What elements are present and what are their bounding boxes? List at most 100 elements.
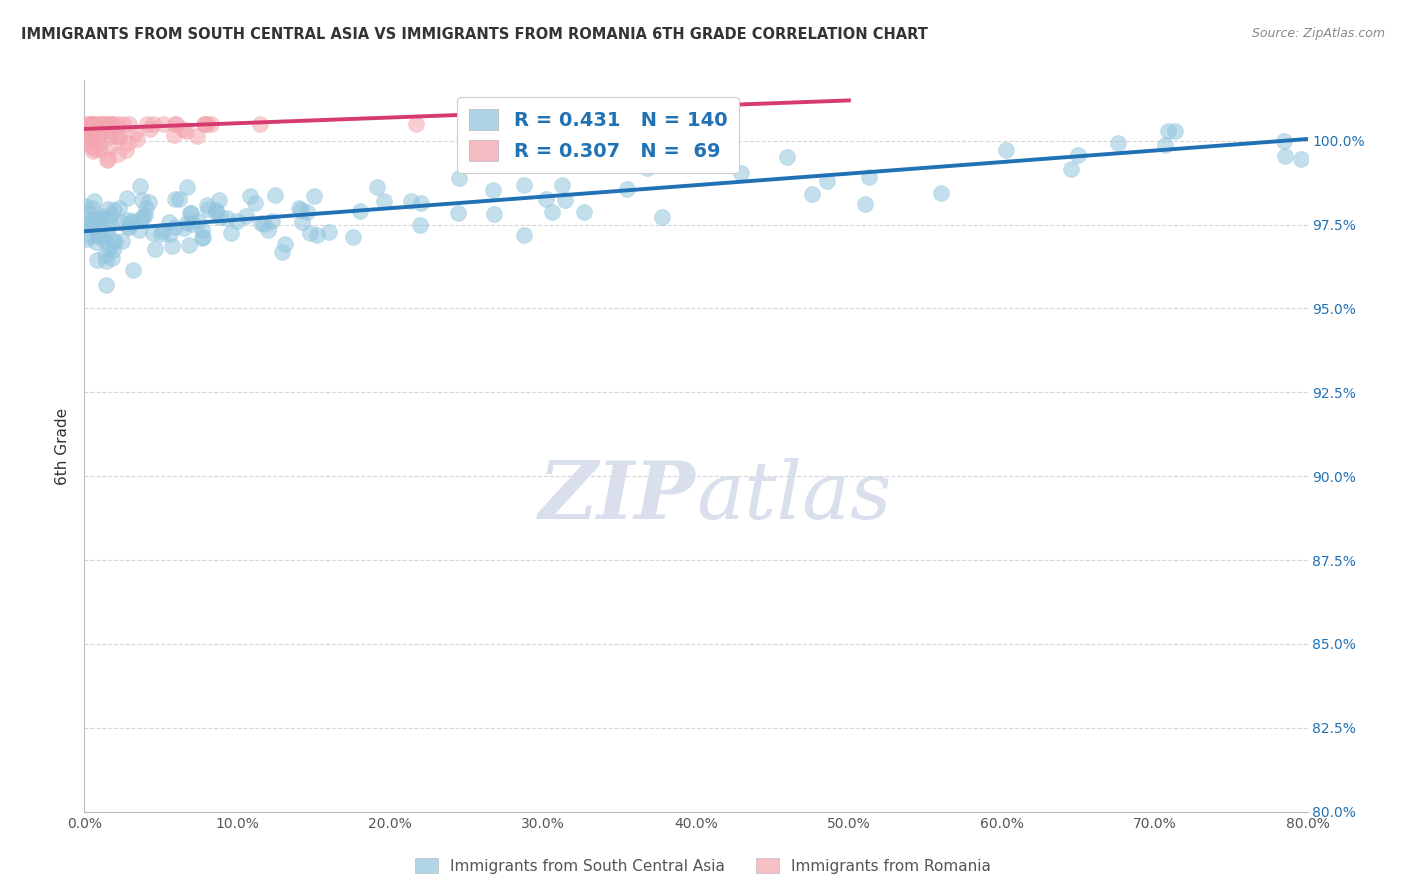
Point bbox=[108, 128, 131, 143]
Point bbox=[83, 212, 105, 227]
Point bbox=[264, 187, 287, 202]
Point bbox=[90, 212, 112, 227]
Point bbox=[75, 199, 97, 213]
Point bbox=[80, 117, 103, 131]
Point bbox=[1107, 136, 1129, 150]
Point bbox=[117, 213, 139, 227]
Point bbox=[112, 117, 135, 131]
Point bbox=[121, 213, 143, 227]
Point bbox=[167, 192, 190, 206]
Point bbox=[349, 204, 371, 219]
Point bbox=[124, 126, 146, 140]
Point bbox=[105, 128, 128, 143]
Point bbox=[1060, 162, 1083, 177]
Point bbox=[508, 117, 530, 131]
Point bbox=[659, 117, 682, 131]
Point bbox=[75, 118, 97, 132]
Point bbox=[273, 237, 295, 252]
Point bbox=[103, 203, 125, 218]
Text: atlas: atlas bbox=[696, 458, 891, 536]
Point bbox=[252, 218, 274, 232]
Point bbox=[97, 152, 120, 166]
Point bbox=[111, 234, 134, 248]
Point bbox=[243, 195, 266, 210]
Point bbox=[76, 215, 98, 229]
Point bbox=[302, 188, 325, 202]
Point bbox=[1272, 135, 1295, 149]
Point bbox=[235, 209, 257, 223]
Point bbox=[96, 227, 118, 241]
Point bbox=[193, 117, 215, 131]
Point bbox=[83, 117, 105, 131]
Point bbox=[540, 205, 562, 219]
Point bbox=[197, 117, 219, 131]
Point bbox=[157, 215, 180, 229]
Point bbox=[131, 193, 153, 207]
Point bbox=[173, 122, 195, 136]
Point bbox=[100, 208, 122, 222]
Point bbox=[366, 180, 388, 194]
Point bbox=[163, 128, 186, 142]
Y-axis label: 6th Grade: 6th Grade bbox=[55, 408, 70, 484]
Point bbox=[84, 235, 107, 250]
Point bbox=[858, 169, 880, 184]
Point bbox=[205, 202, 228, 217]
Text: IMMIGRANTS FROM SOUTH CENTRAL ASIA VS IMMIGRANTS FROM ROMANIA 6TH GRADE CORRELAT: IMMIGRANTS FROM SOUTH CENTRAL ASIA VS IM… bbox=[21, 27, 928, 42]
Point bbox=[104, 235, 127, 249]
Point bbox=[90, 127, 112, 141]
Text: ZIP: ZIP bbox=[538, 458, 696, 536]
Point bbox=[89, 142, 111, 156]
Point bbox=[132, 211, 155, 225]
Point bbox=[125, 132, 148, 146]
Point bbox=[87, 128, 110, 142]
Point bbox=[298, 226, 321, 240]
Point bbox=[291, 215, 314, 229]
Point bbox=[98, 129, 121, 144]
Point bbox=[82, 126, 104, 140]
Point bbox=[93, 118, 115, 132]
Point bbox=[80, 140, 103, 154]
Point bbox=[208, 193, 231, 207]
Point bbox=[76, 117, 98, 131]
Point bbox=[82, 144, 104, 158]
Point bbox=[108, 215, 131, 229]
Point bbox=[150, 227, 173, 242]
Point bbox=[100, 217, 122, 231]
Point bbox=[97, 123, 120, 137]
Point bbox=[1156, 123, 1178, 137]
Point bbox=[1274, 149, 1296, 163]
Point bbox=[120, 216, 142, 230]
Point bbox=[89, 136, 111, 150]
Point bbox=[138, 194, 160, 209]
Point bbox=[800, 186, 823, 201]
Point bbox=[97, 243, 120, 257]
Point bbox=[115, 143, 138, 157]
Point bbox=[534, 192, 557, 206]
Point bbox=[100, 141, 122, 155]
Point bbox=[107, 130, 129, 145]
Point bbox=[447, 171, 470, 186]
Point bbox=[226, 213, 249, 227]
Legend: Immigrants from South Central Asia, Immigrants from Romania: Immigrants from South Central Asia, Immi… bbox=[409, 852, 997, 880]
Point bbox=[305, 227, 328, 242]
Point bbox=[93, 233, 115, 247]
Point bbox=[87, 229, 110, 244]
Point bbox=[129, 211, 152, 225]
Point bbox=[373, 194, 395, 208]
Point bbox=[551, 178, 574, 193]
Point bbox=[89, 117, 111, 131]
Point bbox=[108, 201, 131, 215]
Point bbox=[117, 220, 139, 235]
Point bbox=[75, 218, 97, 232]
Point bbox=[134, 207, 156, 221]
Point bbox=[96, 153, 118, 168]
Point bbox=[342, 230, 364, 244]
Point bbox=[165, 219, 187, 234]
Point bbox=[89, 211, 111, 225]
Point bbox=[256, 223, 278, 237]
Point bbox=[853, 196, 876, 211]
Point bbox=[409, 196, 432, 211]
Point bbox=[180, 206, 202, 220]
Point bbox=[239, 188, 262, 202]
Point bbox=[115, 190, 138, 204]
